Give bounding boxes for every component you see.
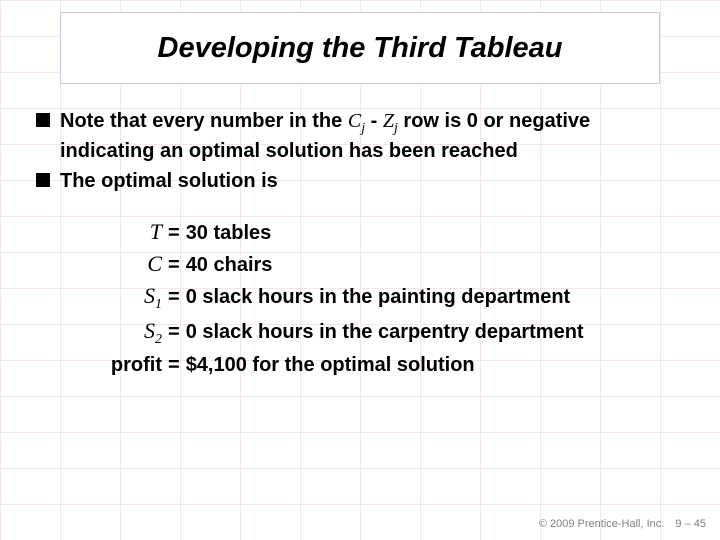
solution-row: profit=$4,100 for the optimal solution xyxy=(96,351,676,380)
solution-value: $4,100 for the optimal solution xyxy=(186,351,475,380)
footer: © 2009 Prentice-Hall, Inc. 9 – 45 xyxy=(539,518,706,530)
solution-label: C xyxy=(96,248,168,280)
solution-eq: = xyxy=(168,251,186,280)
solution-value: 0 slack hours in the carpentry departmen… xyxy=(186,318,584,347)
bullet-marker xyxy=(36,173,50,187)
title-box: Developing the Third Tableau xyxy=(60,12,660,84)
solution-label: profit xyxy=(96,351,168,380)
solution-label: S1 xyxy=(96,280,168,315)
b1-var2: Z xyxy=(383,110,394,132)
bullet-1: Note that every number in the Cj - Zj ro… xyxy=(36,108,676,164)
solution-eq: = xyxy=(168,351,186,380)
page-number: 9 – 45 xyxy=(675,518,706,530)
b1-mid: - xyxy=(365,110,383,132)
solution-var: S xyxy=(144,318,155,343)
solution-label: T xyxy=(96,216,168,248)
solution-eq: = xyxy=(168,283,186,312)
solution-row: S1=0 slack hours in the painting departm… xyxy=(96,280,676,315)
slide-title: Developing the Third Tableau xyxy=(158,32,563,65)
solution-block: T=30 tablesC=40 chairsS1=0 slack hours i… xyxy=(96,216,676,380)
solution-label: S2 xyxy=(96,315,168,350)
solution-row: S2=0 slack hours in the carpentry depart… xyxy=(96,315,676,350)
solution-row: T=30 tables xyxy=(96,216,676,248)
solution-eq: = xyxy=(168,318,186,347)
solution-var: C xyxy=(147,251,162,276)
bullet-marker xyxy=(36,113,50,127)
copyright-text: © 2009 Prentice-Hall, Inc. xyxy=(539,518,665,530)
content-area: Note that every number in the Cj - Zj ro… xyxy=(36,108,676,380)
solution-eq: = xyxy=(168,219,186,248)
solution-sub: 1 xyxy=(155,297,162,312)
solution-value: 0 slack hours in the painting department xyxy=(186,283,571,312)
solution-row: C=40 chairs xyxy=(96,248,676,280)
bullet-1-text: Note that every number in the Cj - Zj ro… xyxy=(60,108,676,164)
bullet-2: The optimal solution is xyxy=(36,168,676,194)
b1-pre: Note that every number in the xyxy=(60,110,348,132)
solution-value: 30 tables xyxy=(186,219,272,248)
solution-value: 40 chairs xyxy=(186,251,273,280)
bullet-2-text: The optimal solution is xyxy=(60,168,278,194)
solution-var: S xyxy=(144,283,155,308)
b1-var1: C xyxy=(348,110,361,132)
solution-sub: 2 xyxy=(155,332,162,347)
solution-var: T xyxy=(150,219,162,244)
